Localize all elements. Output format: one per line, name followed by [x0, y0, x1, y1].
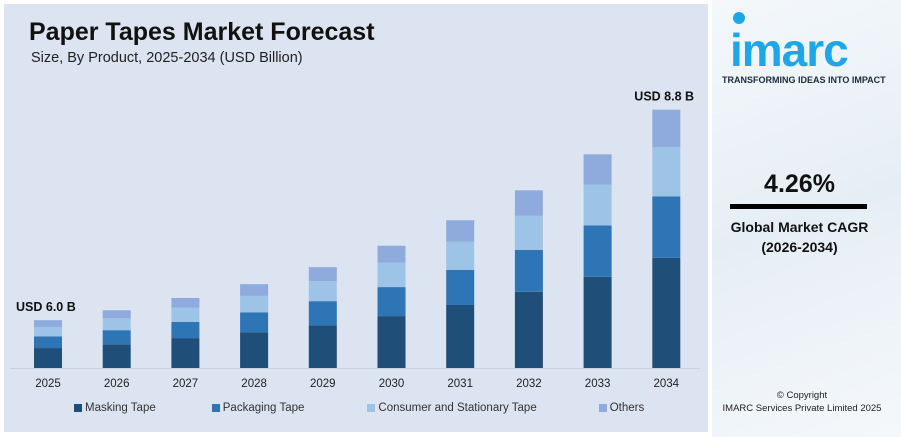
bar-segment-others-2026 — [102, 310, 131, 319]
x-tick-label: 2025 — [35, 378, 61, 390]
legend-item: Others — [598, 402, 645, 414]
x-tick-label: 2031 — [447, 378, 473, 390]
bar-segment-others-2031 — [446, 220, 475, 242]
sidebar: imarc TRANSFORMING IDEAS INTO IMPACT 4.2… — [712, 0, 901, 437]
bar-segment-others-2028 — [240, 284, 269, 296]
total-annotation: USD 8.8 B — [634, 90, 694, 104]
logo-text: imarc — [730, 24, 849, 76]
bar-segment-consumer-and-stationary-tape-2032 — [514, 215, 543, 250]
bar-segment-others-2033 — [583, 154, 612, 185]
total-annotation: USD 6.0 B — [16, 300, 76, 314]
legend-item: Packaging Tape — [211, 402, 305, 414]
x-tick-label: 2027 — [173, 378, 199, 390]
bar-segment-masking-tape-2026 — [102, 344, 131, 368]
chart-title: Paper Tapes Market Forecast — [29, 18, 375, 46]
tagline: TRANSFORMING IDEAS INTO IMPACT — [722, 75, 886, 85]
legend-item: Masking Tape — [74, 402, 156, 414]
bar-segment-consumer-and-stationary-tape-2026 — [102, 318, 131, 331]
bar-segment-masking-tape-2027 — [171, 338, 200, 368]
bar-segment-consumer-and-stationary-tape-2031 — [446, 241, 475, 270]
bar-segment-others-2029 — [308, 267, 337, 282]
divider — [730, 204, 867, 209]
stacked-bar-chart: 2025 USD 6.0 B 2026 2027 2028 2029 2030 2031 203… — [10, 90, 700, 390]
bar-segment-others-2027 — [171, 297, 200, 308]
bar-segment-masking-tape-2025 — [34, 348, 62, 368]
cagr-value: 4.26% — [764, 170, 835, 198]
bar-segment-masking-tape-2029 — [308, 325, 337, 368]
bar-segment-packaging-tape-2025 — [34, 336, 62, 349]
legend-label: Packaging Tape — [222, 402, 305, 414]
bar-segment-others-2025 — [34, 320, 62, 327]
legend-swatch — [211, 404, 220, 412]
legend-swatch — [598, 404, 607, 412]
legend-label: Consumer and Stationary Tape — [378, 402, 537, 414]
x-tick-label: 2033 — [585, 378, 611, 390]
bar-segment-packaging-tape-2030 — [377, 287, 406, 317]
bar-segment-masking-tape-2030 — [377, 316, 406, 368]
bar-segment-consumer-and-stationary-tape-2029 — [308, 281, 337, 302]
imarc-logo: imarc — [722, 10, 892, 76]
bar-segment-packaging-tape-2028 — [240, 312, 269, 333]
bar-segment-others-2030 — [377, 245, 406, 263]
legend-label: Others — [609, 402, 645, 414]
legend: Masking Tape Packaging Tape Consumer and S… — [74, 402, 644, 414]
bar-segment-packaging-tape-2029 — [308, 301, 337, 326]
bar-segment-masking-tape-2032 — [514, 291, 543, 368]
bar-segment-packaging-tape-2026 — [102, 330, 131, 345]
bar-segment-consumer-and-stationary-tape-2030 — [377, 262, 406, 288]
bar-segment-others-2034 — [652, 109, 681, 147]
bar-segment-masking-tape-2028 — [240, 332, 269, 368]
x-tick-label: 2029 — [310, 378, 336, 390]
legend-item: Consumer and Stationary Tape — [367, 402, 537, 414]
logo-dot-icon — [733, 12, 745, 24]
x-tick-label: 2026 — [104, 378, 130, 390]
copyright-owner: IMARC Services Private Limited 2025 — [722, 403, 882, 414]
cagr-label: Global Market CAGR — [730, 219, 869, 235]
bar-segment-packaging-tape-2031 — [446, 269, 475, 305]
bar-segment-packaging-tape-2027 — [171, 321, 200, 339]
bar-segment-consumer-and-stationary-tape-2033 — [583, 184, 612, 226]
bar-segment-packaging-tape-2034 — [652, 196, 681, 258]
x-tick-label: 2032 — [516, 378, 542, 390]
bar-segment-consumer-and-stationary-tape-2025 — [34, 326, 62, 337]
legend-label: Masking Tape — [85, 402, 156, 414]
chart-subtitle: Size, By Product, 2025-2034 (USD Billion… — [31, 50, 303, 66]
bar-segment-consumer-and-stationary-tape-2034 — [652, 146, 681, 197]
bar-segment-others-2032 — [514, 190, 543, 216]
bar-segment-packaging-tape-2033 — [583, 225, 612, 277]
bar-segment-packaging-tape-2032 — [514, 249, 543, 292]
legend-swatch — [367, 404, 376, 412]
bar-segment-masking-tape-2034 — [652, 257, 681, 368]
legend-swatch — [74, 404, 82, 412]
cagr-period: (2026-2034) — [761, 239, 838, 255]
bar-segment-consumer-and-stationary-tape-2027 — [171, 307, 200, 322]
bar-segment-consumer-and-stationary-tape-2028 — [240, 295, 269, 313]
x-tick-label: 2034 — [654, 378, 680, 390]
copyright: © Copyright — [776, 390, 828, 401]
bar-segment-masking-tape-2033 — [583, 276, 612, 368]
bar-segment-masking-tape-2031 — [446, 304, 475, 368]
x-tick-label: 2028 — [241, 378, 267, 390]
x-tick-label: 2030 — [379, 378, 405, 390]
